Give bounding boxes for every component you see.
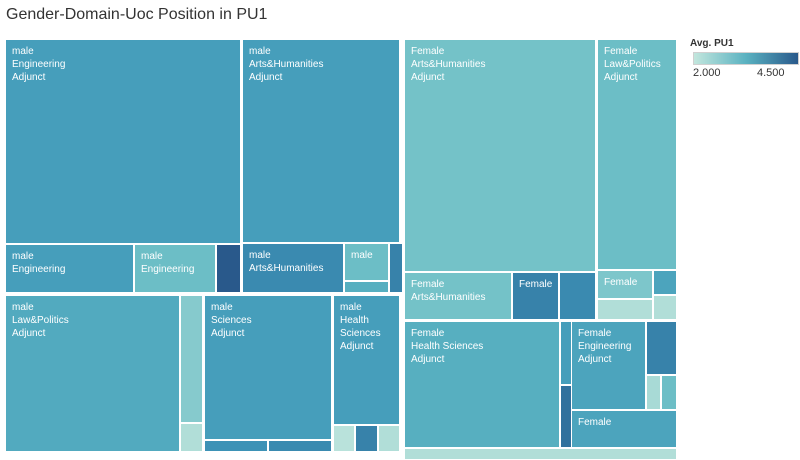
treemap-tile[interactable]: male Arts&Humanities [242,243,344,293]
tile-label: Engineering [12,264,66,275]
treemap-tile[interactable] [216,244,241,293]
tile-label: Arts&Humanities [249,263,324,274]
treemap-tile[interactable] [204,440,268,452]
treemap-tile[interactable] [597,299,653,320]
tile-label: Adjunct [211,328,245,339]
treemap-tile[interactable]: male Arts&Humanities Adjunct [242,39,400,243]
tile-label: Adjunct [249,72,283,83]
tile-label: male [12,302,34,313]
tile-label: male [249,46,271,57]
treemap-tile[interactable]: male Law&Politics Adjunct [5,295,180,452]
tile-label: male [249,250,271,261]
tile-label: Arts&Humanities [411,292,486,303]
tile-label: male [141,251,163,262]
legend-max-label: 4.500 [757,67,785,79]
tile-label: Adjunct [340,341,374,352]
tile-label: male [12,46,34,57]
treemap-tile[interactable] [661,375,677,410]
tile-label: Adjunct [12,72,46,83]
tile-label: Adjunct [411,354,445,365]
treemap-tile[interactable]: male Engineering [134,244,216,293]
legend-color-scale [693,52,799,65]
treemap-tile[interactable] [378,425,400,452]
tile-label: Arts&Humanities [411,59,486,70]
tile-label: Arts&Humanities [249,59,324,70]
treemap-tile[interactable]: Female [571,410,677,448]
treemap-tile[interactable] [653,270,677,295]
treemap-tile[interactable]: Female [512,272,559,320]
treemap-tile[interactable]: Female Health Sciences Adjunct [404,321,560,448]
tile-label: Adjunct [12,328,46,339]
tile-label: Health Sciences [411,341,484,352]
tile-label: male [211,302,233,313]
treemap-tile[interactable]: male Engineering [5,244,134,293]
tile-label: male [12,251,34,262]
tile-label: Law&Politics [604,59,661,70]
tile-label: male [340,302,362,313]
tile-label: Adjunct [604,72,638,83]
tile-label: Engineering [578,341,632,352]
treemap: male Engineering Adjunct male Engineering mal… [5,38,677,460]
treemap-tile[interactable]: Female Engineering Adjunct [571,321,646,410]
treemap-tile[interactable]: male Sciences Adjunct [204,295,332,440]
tile-label: Sciences [340,328,381,339]
tile-label: Engineering [141,264,195,275]
treemap-tile[interactable] [559,272,596,320]
treemap-tile[interactable] [653,295,677,320]
tile-label: Female [411,328,445,339]
tile-label: Female [578,417,612,428]
tile-label: male [351,250,373,261]
tile-label: Engineering [12,59,66,70]
treemap-tile[interactable]: Female Law&Politics Adjunct [597,39,677,270]
treemap-tile[interactable] [646,375,661,410]
treemap-tile[interactable] [268,440,332,452]
treemap-tile[interactable] [180,423,203,452]
tile-label: Sciences [211,315,252,326]
tile-label: Female [411,46,445,57]
treemap-tile[interactable] [404,448,677,460]
legend-min-label: 2.000 [693,67,721,79]
tile-label: Female [604,277,638,288]
tile-label: Health [340,315,369,326]
legend-title: Avg. PU1 [690,38,734,49]
treemap-tile[interactable]: Female [597,270,653,299]
treemap-tile[interactable]: Female Arts&Humanities [404,272,512,320]
treemap-tile[interactable] [344,281,389,293]
treemap-tile[interactable]: Female Arts&Humanities Adjunct [404,39,596,272]
tile-label: Adjunct [578,354,612,365]
tile-label: Female [604,46,638,57]
treemap-tile[interactable]: male [344,243,389,281]
tile-label: Adjunct [411,72,445,83]
tile-label: Female [578,328,612,339]
tile-label: Law&Politics [12,315,69,326]
treemap-tile[interactable] [389,243,403,293]
treemap-tile[interactable]: male Engineering Adjunct [5,39,241,244]
tile-label: Female [411,279,445,290]
chart-title: Gender-Domain-Uoc Position in PU1 [6,6,268,23]
treemap-tile[interactable] [355,425,378,452]
treemap-tile[interactable] [646,321,677,375]
treemap-tile[interactable]: male Health Sciences Adjunct [333,295,400,425]
treemap-tile[interactable] [180,295,203,423]
treemap-tile[interactable] [333,425,355,452]
tile-label: Female [519,279,553,290]
